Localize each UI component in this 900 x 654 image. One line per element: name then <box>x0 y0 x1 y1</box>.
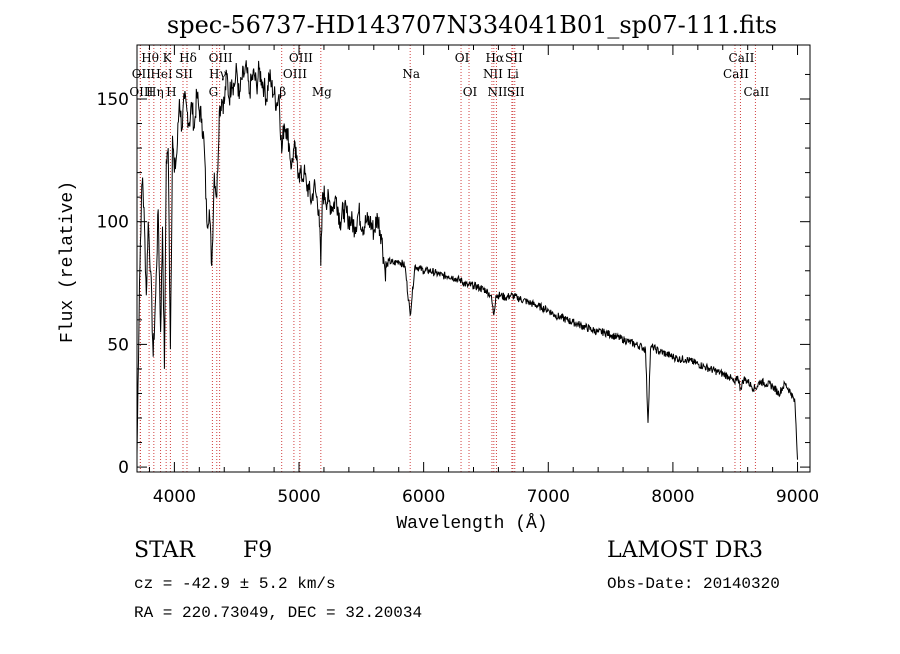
line-label-16: Na <box>402 67 420 81</box>
chart-title: spec-56737-HD143707N334041B01_sp07-111.f… <box>167 11 777 39</box>
line-label-15: Mg <box>312 85 332 99</box>
line-label-7: SII <box>175 67 193 81</box>
line-label-26: CaII <box>723 67 749 81</box>
line-label-10: Hγ <box>209 67 227 81</box>
y-tick-label-0: 0 <box>118 458 129 478</box>
line-label-13: OIII <box>283 67 307 81</box>
line-label-5: K <box>163 51 173 65</box>
survey-name: LAMOST DR3 <box>607 538 763 563</box>
line-label-4: HeI <box>150 67 173 81</box>
line-label-17: OI <box>455 51 470 65</box>
line-label-19: Hα <box>486 51 505 65</box>
x-tick-label-0: 4000 <box>153 487 196 507</box>
line-label-6: H <box>166 85 176 99</box>
axis-ticks: 4000 5000 6000 7000 8000 9000 0 50 100 150 <box>97 45 819 507</box>
line-label-12: OIII <box>289 51 313 65</box>
x-tick-label-1: 5000 <box>277 487 320 507</box>
line-label-14: β <box>279 85 286 99</box>
spectrum-series-line <box>136 60 798 460</box>
x-axis-label: Wavelength (Å) <box>396 513 547 534</box>
line-label-0: Hθ <box>141 51 159 65</box>
redshift-velocity: cz = -42.9 ± 5.2 km/s <box>134 575 336 593</box>
line-label-21: NII <box>483 67 503 81</box>
line-label-2: OIII <box>129 85 153 99</box>
line-label-3: Hη <box>146 85 164 99</box>
y-tick-label-1: 50 <box>107 335 129 355</box>
object-subclass: F9 <box>243 538 273 563</box>
coordinates: RA = 220.73049, DEC = 32.20034 <box>134 604 423 622</box>
line-label-22: Li <box>507 67 519 81</box>
line-label-9: OIII <box>209 51 233 65</box>
x-tick-label-5: 9000 <box>776 487 819 507</box>
y-tick-label-3: 150 <box>97 90 129 110</box>
line-label-18: OI <box>463 85 478 99</box>
line-label-23: NII <box>487 85 507 99</box>
x-tick-label-4: 8000 <box>651 487 694 507</box>
plot-frame <box>136 44 811 473</box>
y-tick-label-2: 100 <box>97 213 129 233</box>
line-label-20: SII <box>505 51 523 65</box>
x-tick-label-2: 6000 <box>402 487 445 507</box>
x-tick-label-3: 7000 <box>527 487 570 507</box>
line-label-25: CaII <box>729 51 755 65</box>
observation-date: Obs-Date: 20140320 <box>607 575 780 593</box>
line-label-27: CaII <box>743 85 769 99</box>
line-label-24: SII <box>507 85 525 99</box>
line-label-11: G <box>209 85 219 99</box>
object-class: STAR <box>134 538 195 563</box>
line-label-8: Hδ <box>179 51 197 65</box>
y-axis-label: Flux (relative) <box>58 181 78 343</box>
